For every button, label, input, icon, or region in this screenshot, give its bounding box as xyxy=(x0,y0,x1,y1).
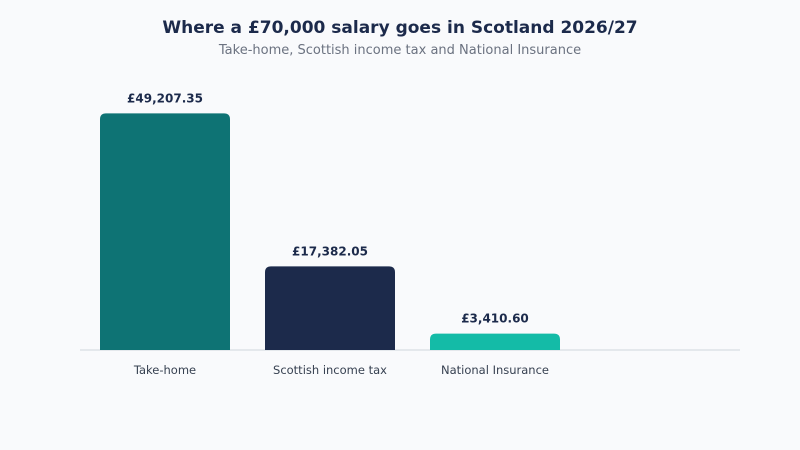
category-label: Scottish income tax xyxy=(273,363,387,377)
chart-subtitle: Take-home, Scottish income tax and Natio… xyxy=(218,43,582,58)
chart-title: Where a £70,000 salary goes in Scotland … xyxy=(162,18,638,38)
bar-take-home xyxy=(100,113,230,350)
category-label: National Insurance xyxy=(441,363,549,377)
value-label: £3,410.60 xyxy=(461,312,529,326)
value-label: £17,382.05 xyxy=(292,244,368,258)
bar-scottish-income-tax xyxy=(265,266,395,350)
bar-national-insurance xyxy=(430,333,560,350)
category-label: Take-home xyxy=(133,363,196,377)
value-label: £49,207.35 xyxy=(127,91,203,105)
